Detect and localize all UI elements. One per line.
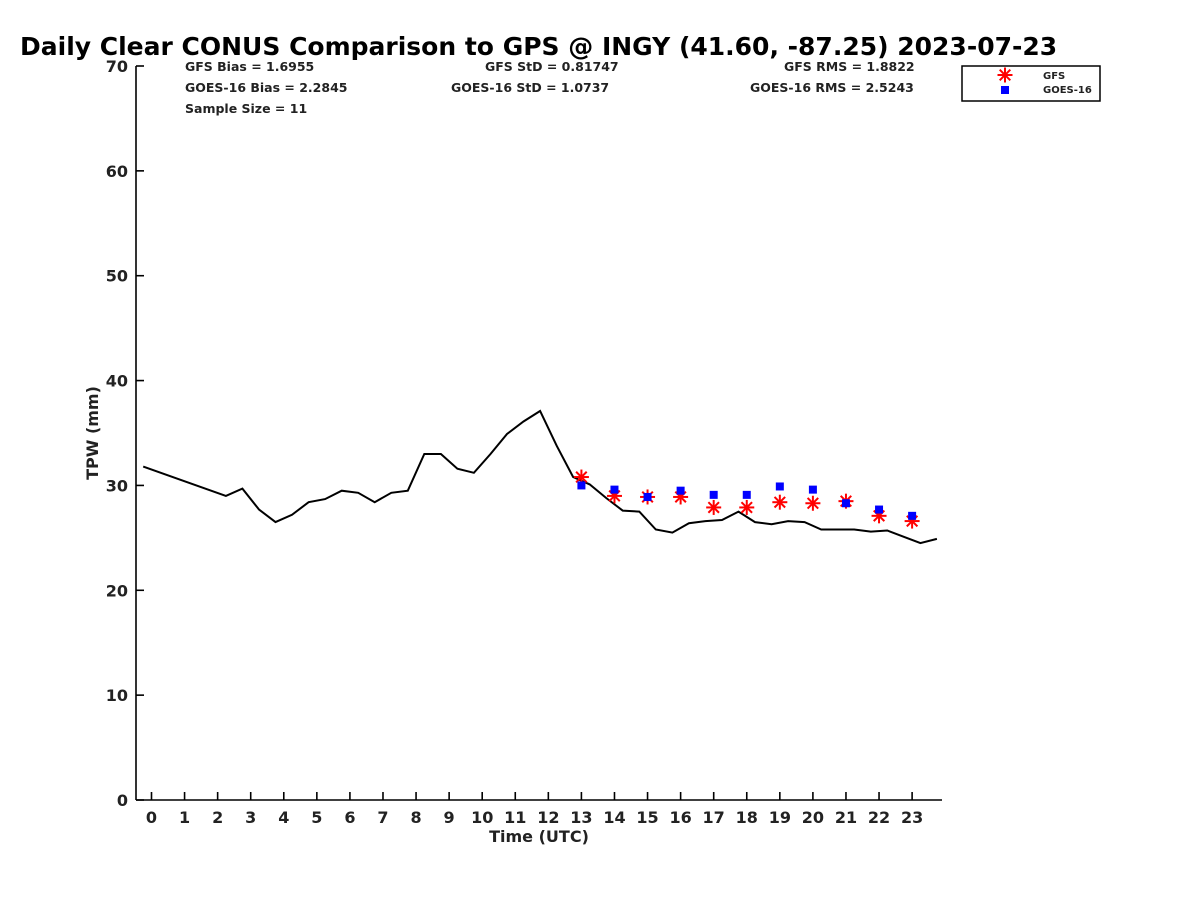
gfs-point-stroke — [773, 496, 786, 509]
y-tick-label: 40 — [106, 372, 128, 391]
goes-point — [676, 486, 685, 495]
x-tick-label: 12 — [537, 808, 559, 827]
goes-point — [742, 490, 751, 499]
y-tick-label: 30 — [106, 476, 128, 495]
x-tick-label: 19 — [769, 808, 791, 827]
x-tick-label: 20 — [802, 808, 824, 827]
gfs-point — [772, 494, 788, 510]
goes-point — [775, 482, 784, 491]
x-tick-label: 22 — [868, 808, 890, 827]
y-tick-label: 0 — [117, 791, 128, 810]
gfs-point — [805, 495, 821, 511]
goes-point — [610, 485, 619, 494]
x-axis-label: Time (UTC) — [489, 827, 589, 846]
goes-point — [577, 481, 586, 490]
y-tick-label: 10 — [106, 686, 128, 705]
x-tick-label: 7 — [377, 808, 388, 827]
goes-point — [709, 490, 718, 499]
legend-box — [961, 65, 1101, 102]
gfs-point-stroke — [806, 497, 819, 510]
sample-size-stat: Sample Size = 11 — [185, 101, 307, 116]
x-tick-label: 2 — [212, 808, 223, 827]
legend-gfs-label: GFS — [1043, 71, 1065, 82]
y-tick-label: 70 — [106, 57, 128, 76]
y-tick-label: 60 — [106, 162, 128, 181]
goes-bias-stat: GOES-16 Bias = 2.2845 — [185, 80, 347, 95]
legend-gfs-asterisk — [997, 67, 1013, 83]
stats-block: GFS Bias = 1.6955 GFS StD = 0.81747 GFS … — [185, 59, 915, 116]
goes-points — [577, 481, 917, 520]
x-tick-label: 14 — [603, 808, 625, 827]
goes-point — [841, 499, 850, 508]
goes-rms-stat: GOES-16 RMS = 2.5243 — [750, 80, 914, 95]
x-tick-label: 3 — [245, 808, 256, 827]
y-axis-label: TPW (mm) — [83, 386, 102, 480]
x-tick-label: 9 — [444, 808, 455, 827]
x-tick-label: 13 — [570, 808, 592, 827]
gps-line — [142, 409, 938, 545]
x-tick-label: 15 — [636, 808, 658, 827]
gfs-point-stroke — [998, 68, 1012, 82]
x-tick-label: 10 — [471, 808, 493, 827]
legend-goes-marker — [1001, 86, 1009, 94]
x-tick-label: 18 — [736, 808, 758, 827]
gfs-points — [573, 469, 920, 529]
gfs-std-stat: GFS StD = 0.81747 — [485, 59, 619, 74]
x-tick-label: 5 — [311, 808, 322, 827]
gfs-rms-stat: GFS RMS = 1.8822 — [784, 59, 915, 74]
legend-goes-label: GOES-16 — [1043, 85, 1092, 96]
x-tick-label: 4 — [278, 808, 289, 827]
gfs-point-stroke — [575, 471, 588, 484]
x-tick-label: 8 — [410, 808, 421, 827]
x-tick-label: 21 — [835, 808, 857, 827]
y-tick-label: 20 — [106, 581, 128, 600]
goes-std-stat: GOES-16 StD = 1.0737 — [451, 80, 609, 95]
gfs-bias-stat: GFS Bias = 1.6955 — [185, 59, 314, 74]
x-tick-label: 1 — [179, 808, 190, 827]
goes-point — [808, 485, 817, 494]
gfs-point-stroke — [740, 501, 753, 514]
gps-line-group — [142, 409, 938, 545]
gfs-point-stroke — [707, 501, 720, 514]
goes-point — [875, 505, 884, 514]
x-tick-label: 0 — [146, 808, 157, 827]
x-tick-label: 17 — [703, 808, 725, 827]
goes-point — [908, 511, 917, 520]
gfs-point — [706, 499, 722, 515]
x-tick-label: 11 — [504, 808, 526, 827]
x-tick-label: 16 — [669, 808, 691, 827]
legend-gfs-marker — [997, 67, 1013, 83]
chart-title: Daily Clear CONUS Comparison to GPS @ IN… — [20, 32, 1057, 61]
legend: GFS GOES-16 — [961, 65, 1101, 102]
x-tick-label: 23 — [901, 808, 923, 827]
goes-point — [643, 492, 652, 501]
x-tick-label: 6 — [344, 808, 355, 827]
y-tick-label: 50 — [106, 267, 128, 286]
gfs-point — [739, 499, 755, 515]
